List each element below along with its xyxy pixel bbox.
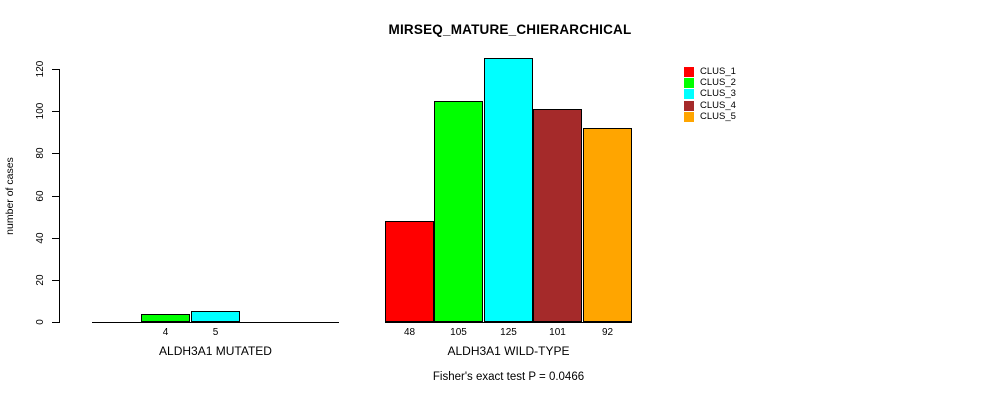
- y-tick-label: 20: [35, 274, 46, 286]
- y-tick-label: 100: [35, 102, 46, 120]
- group-label-wild-type: ALDH3A1 WILD-TYPE: [447, 344, 570, 358]
- y-tick-mark: [52, 280, 59, 281]
- y-tick-mark: [52, 69, 59, 70]
- y-axis-line: [59, 69, 60, 323]
- y-tick-mark: [52, 111, 59, 112]
- bar-clus_1-group2: [385, 221, 434, 322]
- bar-clus_3-group2: [484, 58, 533, 322]
- bar-value-label: 125: [500, 327, 517, 338]
- bar-value-label: 105: [450, 327, 467, 338]
- legend-label: CLUS_4: [700, 99, 736, 111]
- y-tick-mark: [52, 322, 59, 323]
- bar-value-label: 101: [549, 327, 566, 338]
- legend-row-clus_2: CLUS_2: [684, 77, 736, 88]
- y-tick-label: 40: [35, 232, 46, 244]
- x-axis-baseline: [385, 322, 632, 323]
- legend-label: CLUS_2: [700, 76, 736, 88]
- bar-clus_4-group2: [533, 109, 582, 322]
- legend-label: CLUS_1: [700, 65, 736, 77]
- legend-swatch-icon: [684, 77, 694, 88]
- y-tick-label: 120: [35, 60, 46, 78]
- x-axis-baseline: [92, 322, 339, 323]
- legend-swatch-icon: [684, 89, 694, 100]
- bar-clus_3-group1: [191, 311, 240, 322]
- legend-swatch-icon: [684, 111, 694, 122]
- legend-row-clus_4: CLUS_4: [684, 100, 736, 111]
- bar-clus_2-group2: [434, 101, 483, 322]
- legend-label: CLUS_3: [700, 88, 736, 100]
- legend-swatch-icon: [684, 66, 694, 77]
- legend-label: CLUS_5: [700, 110, 736, 122]
- group-label-mutated: ALDH3A1 MUTATED: [159, 344, 272, 358]
- bar-value-label: 5: [212, 327, 219, 338]
- y-tick-mark: [52, 153, 59, 154]
- bar-value-label: 4: [162, 327, 169, 338]
- y-tick-label: 60: [35, 190, 46, 202]
- legend-row-clus_5: CLUS_5: [684, 111, 736, 122]
- y-tick-mark: [52, 238, 59, 239]
- y-tick-label: 0: [35, 319, 46, 325]
- legend-row-clus_1: CLUS_1: [684, 66, 736, 77]
- y-tick-label: 80: [35, 147, 46, 159]
- bar-value-label: 48: [403, 327, 416, 338]
- bar-value-label: 92: [601, 327, 614, 338]
- fisher-test-annotation: Fisher's exact test P = 0.0466: [432, 371, 585, 383]
- bar-clus_2-group1: [141, 314, 190, 322]
- chart-title: MIRSEQ_MATURE_CHIERARCHICAL: [388, 22, 632, 37]
- legend-swatch-icon: [684, 100, 694, 111]
- y-axis-title: number of cases: [4, 157, 16, 235]
- y-tick-mark: [52, 196, 59, 197]
- legend: CLUS_1 CLUS_2 CLUS_3 CLUS_4 CLUS_5: [684, 66, 736, 122]
- bar-clus_5-group2: [583, 128, 632, 322]
- legend-row-clus_3: CLUS_3: [684, 89, 736, 100]
